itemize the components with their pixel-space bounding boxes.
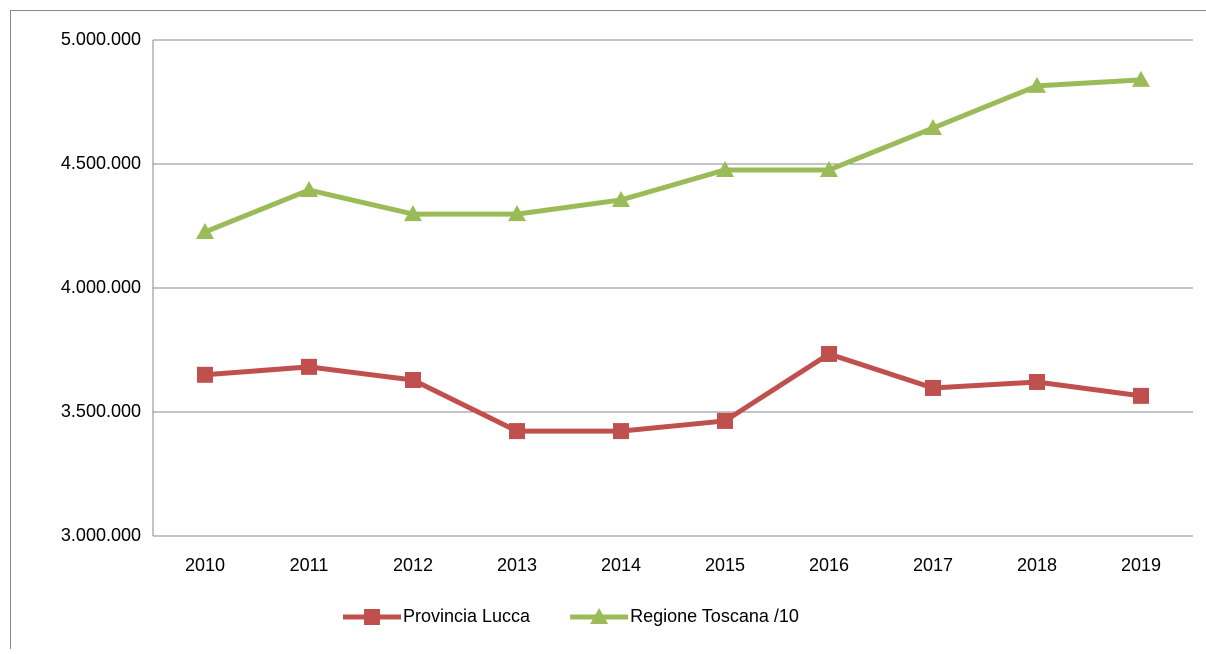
x-tick-label: 2010 [185, 555, 225, 575]
x-tick-label: 2012 [393, 555, 433, 575]
marker [301, 359, 317, 375]
chart-frame [11, 11, 1206, 650]
marker [717, 413, 733, 429]
x-tick-label: 2013 [497, 555, 537, 575]
x-tick-label: 2018 [1017, 555, 1057, 575]
x-tick-label: 2019 [1121, 555, 1161, 575]
x-tick-label: 2014 [601, 555, 641, 575]
marker [925, 380, 941, 396]
legend-label: Regione Toscana /10 [630, 606, 799, 626]
x-tick-label: 2011 [290, 555, 329, 575]
x-tick-label: 2017 [913, 555, 953, 575]
marker [1029, 374, 1045, 390]
x-tick-label: 2016 [809, 555, 849, 575]
marker [405, 372, 421, 388]
legend-label: Provincia Lucca [403, 606, 531, 626]
marker [197, 367, 213, 383]
y-tick-label: 3.000.000 [61, 525, 141, 545]
marker [1133, 388, 1149, 404]
y-tick-label: 4.000.000 [61, 277, 141, 297]
marker [821, 346, 837, 362]
marker [509, 423, 525, 439]
marker [364, 609, 380, 625]
y-tick-label: 3.500.000 [61, 401, 141, 421]
y-tick-label: 5.000.000 [61, 29, 141, 49]
marker [613, 423, 629, 439]
x-tick-label: 2015 [705, 555, 745, 575]
y-tick-label: 4.500.000 [61, 153, 141, 173]
